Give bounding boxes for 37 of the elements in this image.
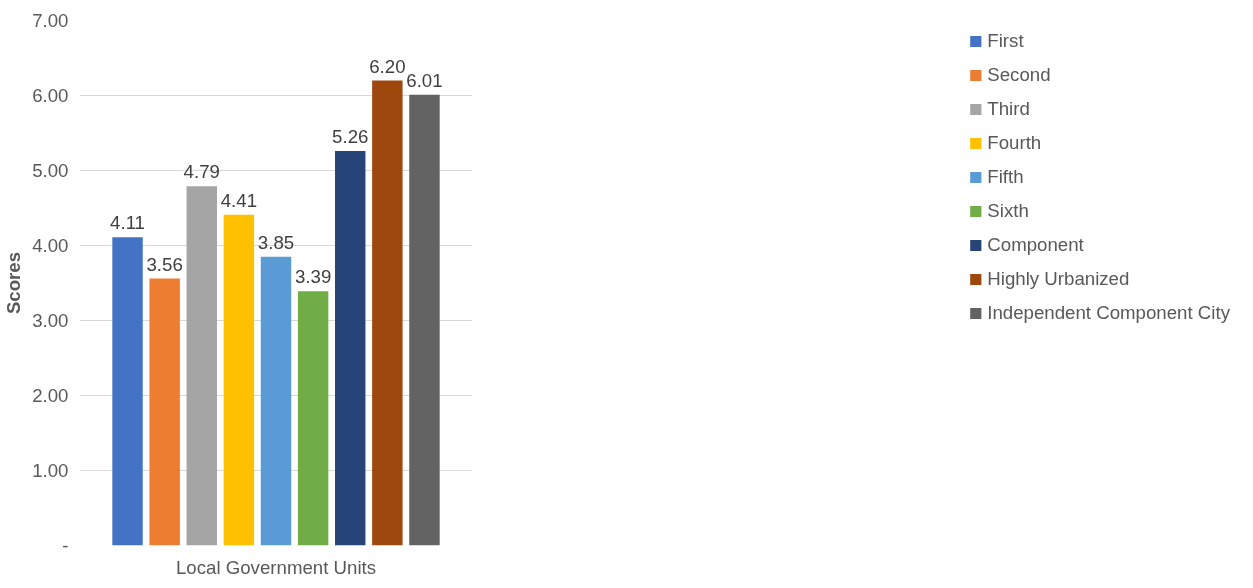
legend-label: Highly Urbanized xyxy=(987,268,1130,290)
data-label: 3.39 xyxy=(294,266,332,288)
bar xyxy=(409,94,440,546)
bar xyxy=(186,186,217,546)
y-tick-label: 7.00 xyxy=(32,10,69,31)
legend-label: Fourth xyxy=(987,132,1042,154)
data-label: 6.20 xyxy=(369,55,406,77)
legend-label: Sixth xyxy=(987,200,1029,222)
y-tick-label: 6.00 xyxy=(32,85,69,106)
y-tick-label: 2.00 xyxy=(32,385,69,406)
legend-label: First xyxy=(987,30,1024,52)
y-tick-label: - xyxy=(62,535,69,556)
y-tick-label: 1.00 xyxy=(32,460,69,481)
legend-label: Second xyxy=(987,64,1051,86)
data-label: 4.79 xyxy=(183,161,220,183)
y-axis-title: Scores xyxy=(3,251,25,315)
bar xyxy=(223,214,255,546)
y-tick-label: 3.00 xyxy=(32,310,69,331)
bar xyxy=(260,256,292,546)
data-label: 4.41 xyxy=(220,189,258,211)
bar xyxy=(149,278,180,546)
y-tick-label: 5.00 xyxy=(32,160,69,181)
legend-label: Fifth xyxy=(987,166,1024,188)
x-axis-title: Local Government Units xyxy=(175,556,377,578)
bar xyxy=(297,291,329,546)
data-label: 6.01 xyxy=(406,69,443,91)
data-label: 5.26 xyxy=(332,126,369,147)
bar xyxy=(112,237,143,546)
bar xyxy=(335,151,366,546)
y-tick-label: 4.00 xyxy=(32,235,69,256)
data-label: 4.11 xyxy=(110,212,146,234)
legend-label: Third xyxy=(987,98,1030,120)
legend-label: Component xyxy=(987,234,1084,256)
data-label: 3.85 xyxy=(257,231,295,253)
legend-label: Independent Component City xyxy=(987,302,1230,324)
bar xyxy=(372,80,403,546)
data-label: 3.56 xyxy=(146,253,183,275)
